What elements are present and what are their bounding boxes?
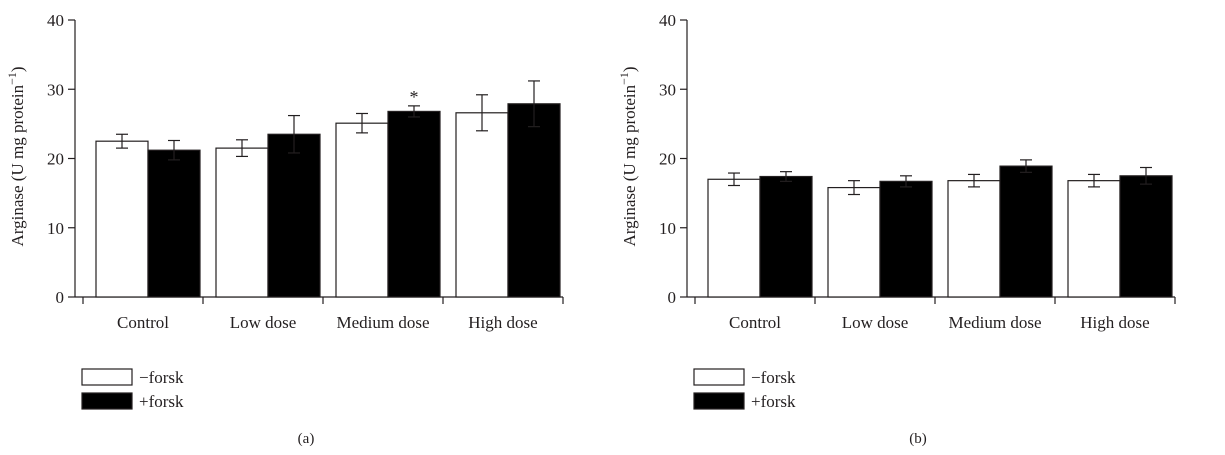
bar-forsk-high-dose <box>507 103 561 298</box>
y-axis-label-main: Arginase (U mg protein <box>8 84 27 246</box>
y-tick-label-40: 40 <box>659 11 676 30</box>
legend-swatch-forsk <box>81 392 133 410</box>
y-tick-label-0: 0 <box>668 288 677 307</box>
x-category-label-high-dose: High dose <box>468 313 537 332</box>
bar-forsk-medium-dose <box>999 165 1053 298</box>
bar-forsk-high-dose <box>1067 180 1121 298</box>
legend-swatch-forsk <box>81 368 133 386</box>
y-axis-label: Arginase (U mg protein−1) <box>617 66 639 246</box>
x-category-label-control: Control <box>117 313 169 332</box>
x-category-label-high-dose: High dose <box>1080 313 1149 332</box>
y-axis-label-superscript: −1 <box>5 72 19 85</box>
legend-label-forsk: −forsk <box>139 368 184 387</box>
y-axis-label-close: ) <box>8 66 27 72</box>
x-category-label-medium-dose: Medium dose <box>336 313 429 332</box>
significance-marker-0: * <box>410 87 419 107</box>
bar-forsk-low-dose <box>827 186 881 298</box>
y-tick-label-10: 10 <box>659 219 676 238</box>
y-axis-label-main: Arginase (U mg protein <box>620 84 639 246</box>
legend-label-forsk: +forsk <box>139 392 184 411</box>
bar-forsk-high-dose <box>1119 175 1173 298</box>
y-tick-label-20: 20 <box>47 150 64 169</box>
bar-forsk-medium-dose <box>335 122 389 298</box>
legend-label-forsk: +forsk <box>751 392 796 411</box>
bar-chart-b: 0 10 20 30 40 Arginase (U mg protein−1) Contro… <box>617 11 1176 447</box>
legend-swatch-forsk <box>693 392 745 410</box>
y-tick-label-30: 30 <box>659 80 676 99</box>
legend-label-forsk: −forsk <box>751 368 796 387</box>
x-category-label-low-dose: Low dose <box>230 313 297 332</box>
bar-forsk-medium-dose <box>387 110 441 298</box>
y-tick-label-40: 40 <box>47 11 64 30</box>
x-category-label-medium-dose: Medium dose <box>948 313 1041 332</box>
legend-swatch-forsk <box>693 368 745 386</box>
y-axis-label-close: ) <box>620 66 639 72</box>
bar-chart-a: 0 10 20 30 40 Arginase (U mg protein−1) Contro… <box>5 11 564 447</box>
bar-forsk-control <box>95 140 149 298</box>
bar-forsk-low-dose <box>879 180 933 298</box>
bar-forsk-control <box>147 149 201 298</box>
bar-forsk-low-dose <box>215 147 269 298</box>
y-axis-label: Arginase (U mg protein−1) <box>5 66 27 246</box>
y-tick-label-30: 30 <box>47 80 64 99</box>
x-category-label-control: Control <box>729 313 781 332</box>
panel-label: (a) <box>298 431 315 447</box>
chart-panel-b: 0 10 20 30 40 Arginase (U mg protein−1) Contro… <box>612 0 1224 455</box>
x-category-label-low-dose: Low dose <box>842 313 909 332</box>
y-axis-label-superscript: −1 <box>617 72 631 85</box>
y-tick-label-10: 10 <box>47 219 64 238</box>
bar-forsk-high-dose <box>455 112 509 298</box>
bar-forsk-low-dose <box>267 133 321 298</box>
bar-forsk-control <box>707 178 761 298</box>
bar-forsk-control <box>759 175 813 298</box>
y-tick-label-20: 20 <box>659 150 676 169</box>
y-tick-label-0: 0 <box>56 288 65 307</box>
panel-label: (b) <box>909 431 927 447</box>
chart-panel-a: 0 10 20 30 40 Arginase (U mg protein−1) Contro… <box>0 0 612 455</box>
bar-forsk-medium-dose <box>947 180 1001 298</box>
